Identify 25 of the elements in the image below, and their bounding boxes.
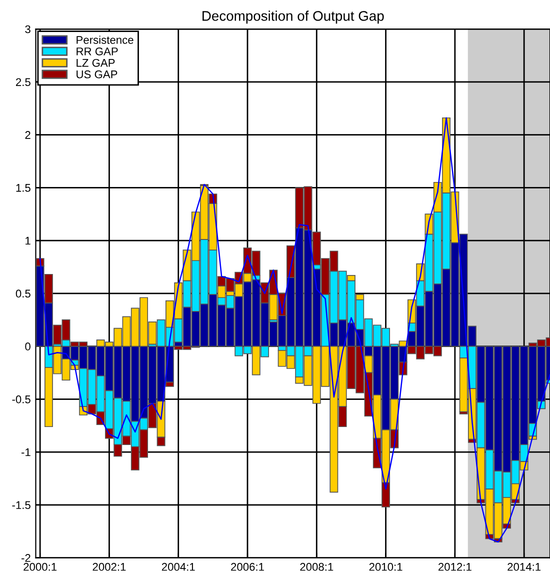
x-tick-label: 2012:1	[438, 562, 472, 571]
y-tick-label: -1.5	[12, 501, 30, 510]
y-tick-label: 2	[25, 131, 30, 139]
y-tick-label: -0.5	[12, 395, 30, 404]
y-tick-label: 1	[26, 236, 30, 245]
x-tick-label: 2010:1	[369, 562, 402, 571]
y-tick-label: -2	[22, 554, 30, 562]
y-tick-label: 2.5	[16, 78, 30, 86]
legend-label: US GAP	[76, 70, 118, 78]
x-tick-label: 2006:1	[231, 562, 264, 571]
x-tick-label: 2002:1	[92, 562, 126, 571]
chart-title: Decomposition of Output Gap	[202, 10, 384, 24]
legend-label: RR GAP	[76, 47, 118, 56]
x-tick-label: 2004:1	[162, 562, 195, 571]
line-series	[39, 117, 550, 543]
y-tick-label: 1.5	[16, 184, 30, 192]
legend-label: LZ GAP	[76, 58, 115, 67]
y-tick-label: 0.5	[16, 290, 30, 298]
y-tick-label: 3	[25, 25, 30, 34]
y-tick-label: 0	[25, 342, 30, 350]
x-tick-label: 2000:1	[24, 562, 57, 571]
y-tick-label: -1	[22, 448, 30, 456]
x-tick-label: 2008:1	[300, 562, 334, 571]
x-tick-label: 2014:1	[508, 562, 541, 571]
legend-label: Persistence	[76, 36, 134, 44]
